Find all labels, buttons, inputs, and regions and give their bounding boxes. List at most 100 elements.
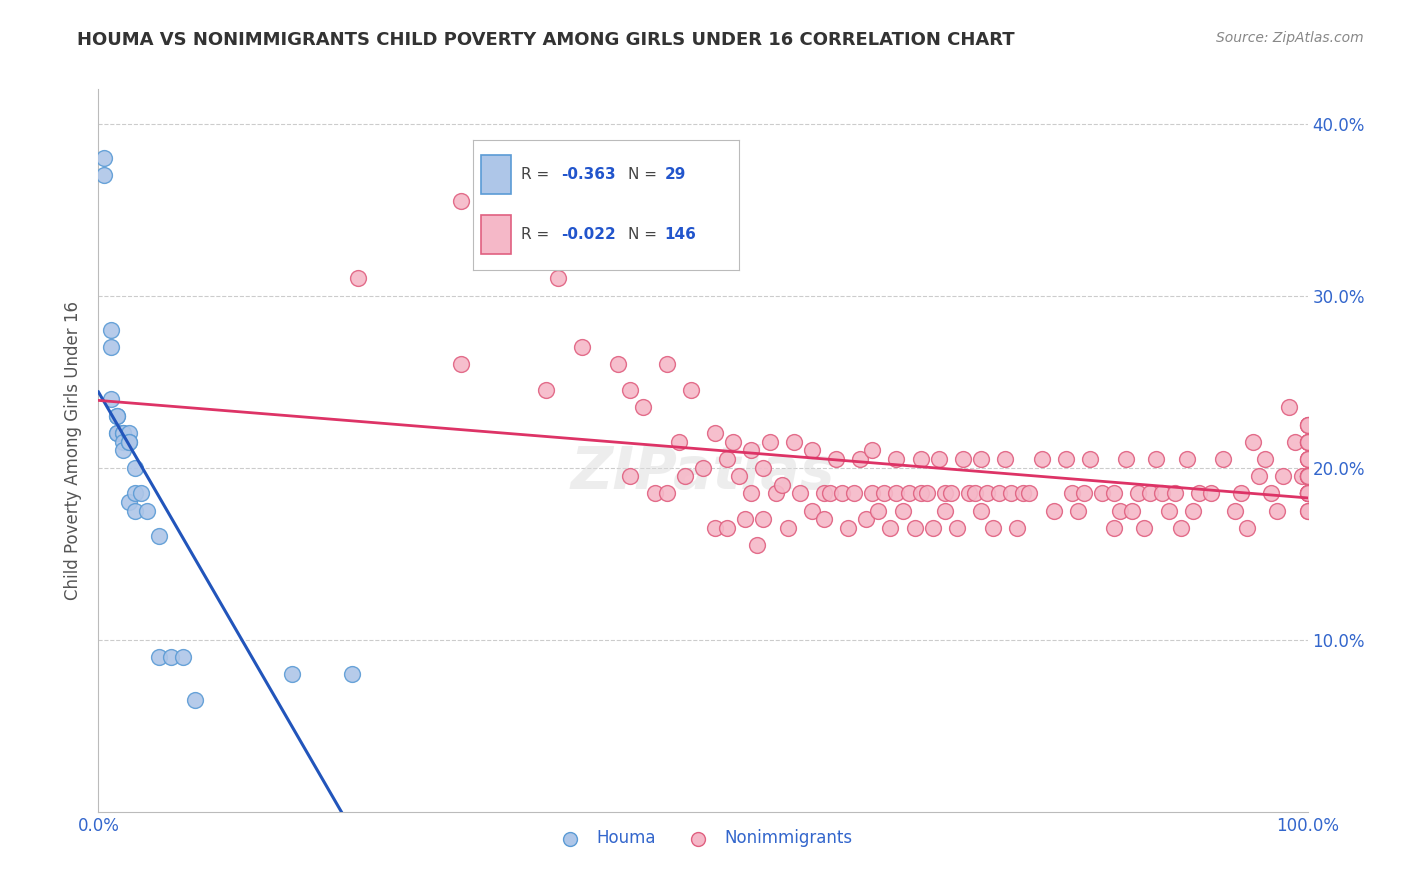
Point	[758, 434, 780, 449]
Point	[1296, 469, 1319, 483]
Point	[1296, 486, 1319, 500]
Point	[100, 392, 122, 406]
Point	[111, 434, 134, 449]
Point	[1170, 521, 1192, 535]
Point	[347, 271, 370, 285]
Point	[915, 486, 938, 500]
Point	[124, 503, 146, 517]
Point	[1296, 452, 1319, 467]
Point	[1199, 486, 1222, 500]
Point	[1128, 486, 1150, 500]
Point	[716, 452, 738, 467]
Point	[118, 426, 141, 441]
Point	[1296, 469, 1319, 483]
Point	[1000, 486, 1022, 500]
Point	[450, 194, 472, 208]
Point	[868, 503, 890, 517]
Point	[776, 521, 799, 535]
Point	[342, 667, 364, 681]
Point	[1007, 521, 1029, 535]
Point	[118, 434, 141, 449]
Point	[752, 460, 775, 475]
Point	[631, 401, 654, 415]
Point	[450, 358, 472, 372]
Point	[1278, 401, 1301, 415]
Point	[965, 486, 987, 500]
Point	[118, 434, 141, 449]
Point	[1296, 486, 1319, 500]
Point	[1296, 434, 1319, 449]
Point	[849, 452, 872, 467]
Point	[118, 495, 141, 509]
Point	[1296, 469, 1319, 483]
Point	[1060, 486, 1083, 500]
Point	[970, 503, 993, 517]
Point	[281, 667, 304, 681]
Point	[813, 486, 835, 500]
Point	[789, 486, 811, 500]
Point	[619, 384, 641, 398]
Point	[1241, 434, 1264, 449]
Point	[976, 486, 998, 500]
Point	[148, 649, 170, 664]
Point	[921, 521, 943, 535]
Point	[873, 486, 896, 500]
Point	[1296, 469, 1319, 483]
Point	[111, 443, 134, 458]
Point	[723, 434, 745, 449]
Point	[1296, 469, 1319, 483]
Point	[994, 452, 1017, 467]
Point	[837, 521, 859, 535]
Point	[1109, 503, 1132, 517]
Point	[740, 443, 762, 458]
Point	[1267, 503, 1289, 517]
Point	[1296, 503, 1319, 517]
Point	[100, 340, 122, 354]
Point	[124, 460, 146, 475]
Point	[813, 512, 835, 526]
Point	[160, 649, 183, 664]
Point	[860, 443, 883, 458]
Point	[1296, 417, 1319, 432]
Point	[571, 340, 593, 354]
Point	[904, 521, 927, 535]
Point	[644, 486, 666, 500]
Point	[1296, 434, 1319, 449]
Text: Source: ZipAtlas.com: Source: ZipAtlas.com	[1216, 31, 1364, 45]
Point	[673, 469, 696, 483]
Point	[1181, 503, 1204, 517]
Point	[704, 521, 727, 535]
Point	[1296, 486, 1319, 500]
Point	[1073, 486, 1095, 500]
Point	[105, 426, 128, 441]
Point	[1139, 486, 1161, 500]
Point	[1260, 486, 1282, 500]
Point	[1042, 503, 1064, 517]
Point	[1272, 469, 1295, 483]
Point	[619, 469, 641, 483]
Point	[825, 452, 848, 467]
Point	[1102, 486, 1125, 500]
Point	[1012, 486, 1035, 500]
Point	[583, 254, 606, 268]
Point	[818, 486, 841, 500]
Point	[879, 521, 901, 535]
Point	[946, 521, 969, 535]
Point	[770, 478, 793, 492]
Point	[855, 512, 877, 526]
Point	[765, 486, 787, 500]
Point	[1054, 452, 1077, 467]
Point	[886, 486, 908, 500]
Point	[148, 529, 170, 543]
Y-axis label: Child Poverty Among Girls Under 16: Child Poverty Among Girls Under 16	[65, 301, 83, 600]
Point	[105, 409, 128, 423]
Point	[800, 443, 823, 458]
Point	[1296, 417, 1319, 432]
Point	[129, 486, 152, 500]
Point	[860, 486, 883, 500]
Point	[124, 486, 146, 500]
Point	[1175, 452, 1198, 467]
Point	[692, 460, 714, 475]
Point	[1296, 452, 1319, 467]
Point	[752, 512, 775, 526]
